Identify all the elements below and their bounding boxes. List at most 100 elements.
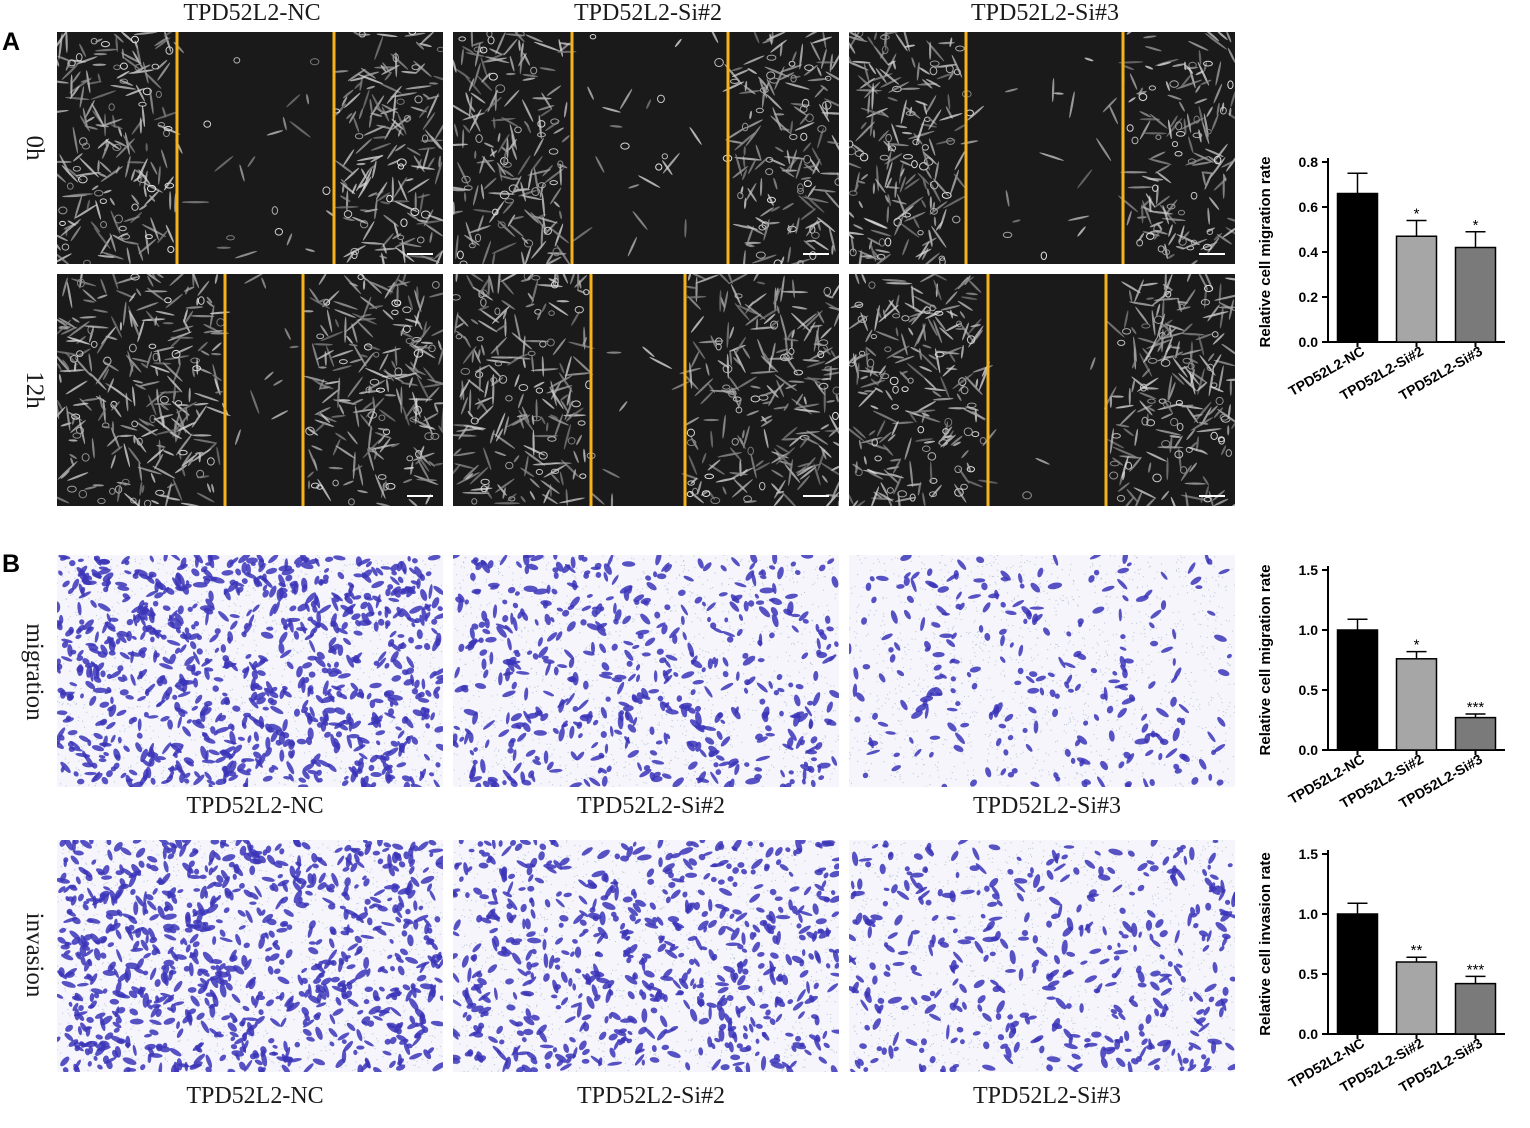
cell-mark <box>799 113 809 125</box>
membrane-pore <box>89 698 91 700</box>
stained-cell <box>433 686 441 694</box>
stained-cell <box>237 768 251 776</box>
cell-mark <box>939 257 946 264</box>
cell-mark <box>210 330 224 333</box>
cell-mark <box>1208 196 1220 210</box>
cell-mark <box>117 232 129 238</box>
cell-mark <box>131 317 141 339</box>
stained-cell <box>397 730 405 739</box>
cell-mark <box>158 124 181 135</box>
cell-mark <box>141 420 155 427</box>
cell-mark <box>91 437 95 459</box>
membrane-pore <box>344 690 346 693</box>
cell-mark <box>436 46 443 53</box>
cell-mark <box>522 74 538 78</box>
membrane-pore <box>166 618 169 620</box>
membrane-pore <box>130 766 132 768</box>
cell-mark <box>151 63 160 70</box>
cell-mark <box>564 400 573 421</box>
cell-mark <box>876 164 879 192</box>
membrane-pore <box>343 689 345 691</box>
stained-cell <box>108 650 116 656</box>
cell-mark <box>961 450 969 459</box>
stained-cell <box>76 627 82 635</box>
membrane-pore <box>496 764 499 766</box>
cell-mark <box>1161 490 1170 501</box>
membrane-pore <box>438 667 440 669</box>
cell-mark <box>1176 404 1204 410</box>
cell-mark <box>157 62 171 81</box>
stained-cell <box>307 655 318 661</box>
stained-cell <box>106 721 116 730</box>
membrane-pore <box>166 572 168 574</box>
cell-mark <box>1128 97 1136 103</box>
cell-mark <box>362 279 366 290</box>
cell-mark <box>913 217 920 229</box>
cell-mark <box>602 468 621 479</box>
cell-mark <box>1214 143 1228 161</box>
stained-cell <box>286 661 294 670</box>
cell-mark <box>484 380 489 398</box>
cell-mark <box>1108 104 1119 125</box>
membrane-pore <box>69 616 71 618</box>
cell-mark <box>467 410 474 418</box>
membrane-pore <box>654 604 656 606</box>
stained-cell <box>214 628 221 635</box>
cell-mark <box>770 115 792 135</box>
stained-cell <box>269 603 277 617</box>
stained-cell <box>85 680 96 690</box>
cell-mark <box>879 110 889 118</box>
membrane-pore <box>104 679 106 681</box>
cell-mark <box>539 67 556 71</box>
cell-mark <box>1211 331 1219 338</box>
cell-mark <box>735 153 743 177</box>
cell-mark <box>461 175 471 184</box>
cell-mark <box>888 81 910 93</box>
membrane-pore <box>281 574 283 576</box>
cell-mark <box>885 133 892 143</box>
membrane-pore <box>204 728 206 731</box>
cell-mark <box>511 415 530 426</box>
membrane-pore <box>98 599 100 601</box>
cell-mark <box>410 165 435 170</box>
membrane-pore <box>367 700 369 702</box>
cell-mark <box>1207 353 1215 362</box>
cell-mark <box>1203 60 1213 67</box>
cell-mark <box>813 463 821 486</box>
membrane-pore <box>103 684 105 686</box>
cell-mark <box>505 461 514 470</box>
membrane-pore <box>320 671 322 674</box>
membrane-pore <box>83 745 85 747</box>
stained-cell <box>424 603 431 612</box>
membrane-pore <box>412 601 415 604</box>
membrane-pore <box>759 656 761 658</box>
cell-mark <box>929 138 936 156</box>
membrane-pore <box>293 649 296 651</box>
cell-mark <box>154 37 171 50</box>
cell-mark <box>413 349 424 358</box>
cell-mark <box>59 220 66 226</box>
cell-mark <box>520 181 526 202</box>
cell-mark <box>1207 304 1220 322</box>
cell-mark <box>754 156 769 170</box>
membrane-pore <box>152 730 155 732</box>
stained-cell <box>328 644 337 655</box>
cell-mark <box>453 210 464 215</box>
cell-mark <box>332 479 339 487</box>
membrane-pore <box>334 589 336 591</box>
stained-cell <box>152 627 160 639</box>
cell-mark <box>409 416 419 423</box>
membrane-pore <box>371 733 373 735</box>
cell-mark <box>732 223 758 230</box>
membrane-pore <box>116 601 118 603</box>
stained-cell <box>162 656 171 664</box>
membrane-pore <box>284 756 286 758</box>
membrane-pore <box>301 633 303 636</box>
wound-image-graphic <box>849 274 1235 506</box>
cell-mark <box>521 406 530 423</box>
cell-mark <box>180 502 202 506</box>
cell-mark <box>67 220 77 226</box>
cell-mark <box>356 162 366 166</box>
membrane-pore <box>122 725 124 727</box>
membrane-pore <box>195 695 197 697</box>
